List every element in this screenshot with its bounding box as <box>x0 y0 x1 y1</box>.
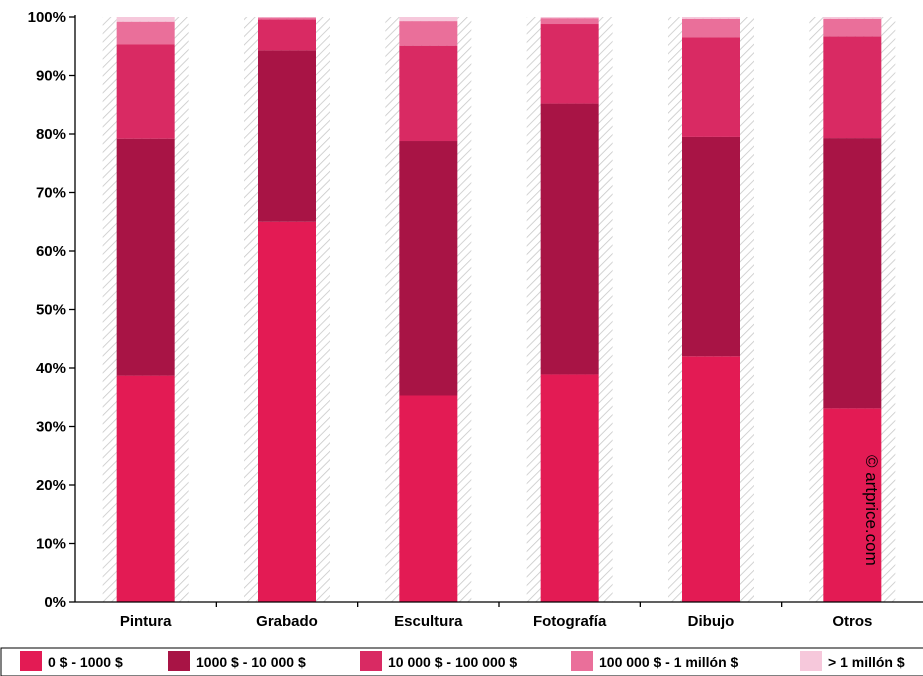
legend-label: 10 000 $ - 100 000 $ <box>388 654 517 670</box>
legend-swatch <box>20 651 42 671</box>
legend: 0 $ - 1000 $ 1000 $ - 10 000 $ 10 000 $ - … <box>0 647 923 676</box>
y-tick-label: 50% <box>36 302 66 319</box>
y-tick-label: 40% <box>36 360 66 377</box>
legend-swatch <box>168 651 190 671</box>
y-tick-label: 10% <box>36 536 66 553</box>
legend-swatch <box>571 651 593 671</box>
y-tick-label: 0% <box>44 594 66 611</box>
bar-segment-3-3 <box>540 18 599 25</box>
y-tick-label: 30% <box>36 419 66 436</box>
bar-segment-3-1 <box>540 103 599 375</box>
legend-swatch <box>360 651 382 671</box>
y-tick-label: 20% <box>36 477 66 494</box>
legend-label: 100 000 $ - 1 millón $ <box>599 654 739 670</box>
legend-label: 1000 $ - 10 000 $ <box>196 654 306 670</box>
bar-segment-5-2 <box>823 36 882 139</box>
legend-swatch <box>800 651 822 671</box>
y-tick-label: 90% <box>36 68 66 85</box>
bar-segment-1-3 <box>258 17 316 20</box>
x-tick-label: Otros <box>832 613 872 630</box>
bar-segment-5-4 <box>823 17 882 19</box>
bar-segment-2-4 <box>399 17 458 22</box>
bar-segment-2-0 <box>399 395 458 602</box>
bar-segment-0-3 <box>116 21 175 45</box>
bar-background-hatch <box>102 17 896 602</box>
x-tick-label: Escultura <box>394 613 463 630</box>
axis-labels: Pintura Grabado Escultura Fotografía Dibujo O… <box>28 9 873 630</box>
x-tick-label: Pintura <box>120 613 172 630</box>
y-tick-label: 100% <box>28 9 66 26</box>
legend-label: > 1 millón $ <box>828 654 905 670</box>
bar-segment-3-4 <box>540 17 599 19</box>
bar-segment-1-4 <box>258 17 316 18</box>
bar-segment-5-0 <box>823 408 882 602</box>
bar-segment-0-1 <box>116 138 175 376</box>
bar-segment-1-1 <box>258 50 316 222</box>
bar-segment-3-2 <box>540 24 599 104</box>
bar-segment-0-2 <box>116 44 175 139</box>
bar-segment-1-0 <box>258 221 316 602</box>
legend-label: 0 $ - 1000 $ <box>48 654 123 670</box>
y-tick-label: 80% <box>36 126 66 143</box>
bars <box>116 17 882 602</box>
bar-segment-1-2 <box>258 19 316 51</box>
bar-segment-2-2 <box>399 45 458 142</box>
y-tick-label: 60% <box>36 243 66 260</box>
bar-segment-4-2 <box>682 37 740 137</box>
x-tick-label: Dibujo <box>688 613 735 630</box>
bar-segment-5-1 <box>823 138 882 409</box>
bar-segment-4-0 <box>682 356 740 602</box>
bar-segment-4-1 <box>682 136 740 357</box>
axes <box>69 15 923 607</box>
bar-segment-4-3 <box>682 18 740 38</box>
bar-segment-2-1 <box>399 141 458 396</box>
bar-segment-0-4 <box>116 17 175 22</box>
credit-watermark: © artprice.com <box>862 455 881 566</box>
bar-segment-4-4 <box>682 17 740 19</box>
x-tick-label: Grabado <box>256 613 318 630</box>
bar-segment-0-0 <box>116 375 175 602</box>
legend-frame <box>0 647 923 676</box>
bar-segment-5-3 <box>823 18 882 37</box>
x-tick-label: Fotografía <box>533 613 607 630</box>
y-tick-label: 70% <box>36 185 66 202</box>
bar-segment-2-3 <box>399 21 458 46</box>
bar-segment-3-0 <box>540 374 599 602</box>
